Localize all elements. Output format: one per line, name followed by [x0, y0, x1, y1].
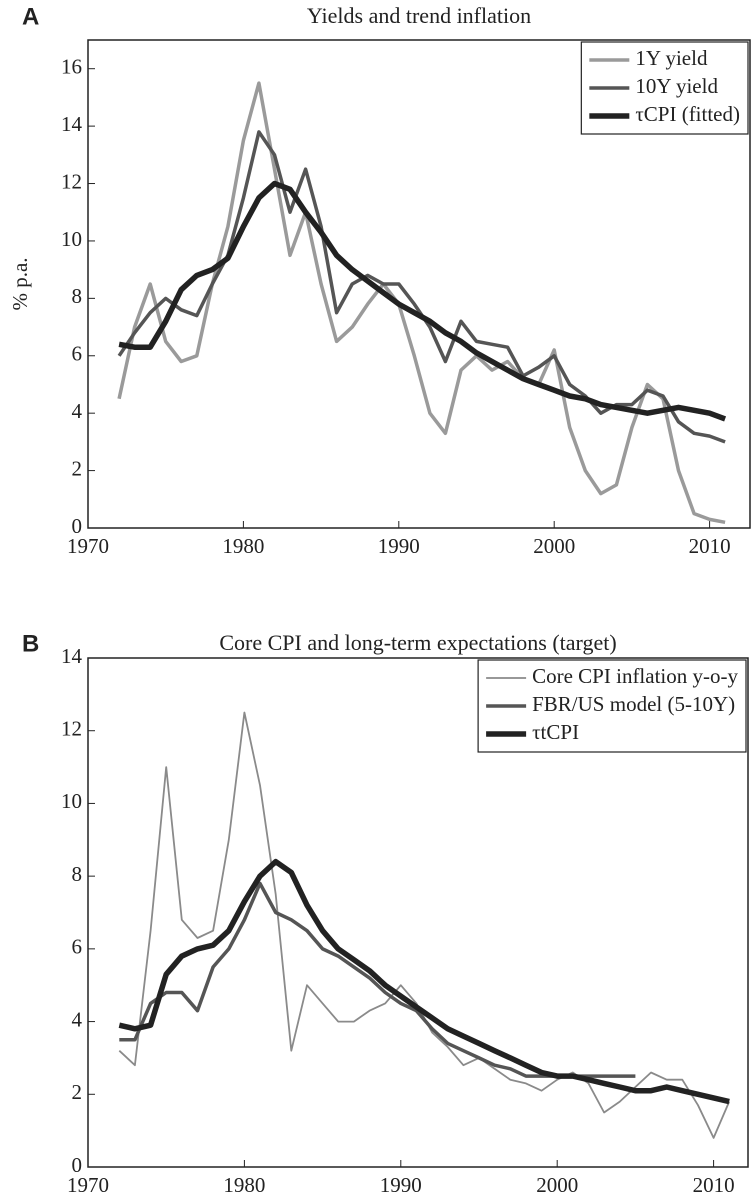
- series-line: [117, 130, 726, 444]
- series-line: [117, 81, 726, 525]
- legend-label: 10Y yield: [635, 74, 718, 98]
- plot-frame: [87, 657, 749, 1168]
- x-tick-label: 2000: [536, 1173, 578, 1197]
- y-tick-label: 0: [72, 1153, 83, 1177]
- chart-title: Core CPI and long-term expectations (tar…: [219, 630, 616, 655]
- y-tick-label: 14: [61, 644, 83, 668]
- y-tick-label: 16: [61, 55, 82, 79]
- plot-frame: [87, 39, 751, 529]
- y-tick-label: 12: [61, 717, 82, 741]
- y-tick-label: 2: [72, 1080, 83, 1104]
- y-tick-label: 8: [72, 284, 83, 308]
- series-line: [118, 711, 731, 1139]
- y-tick-label: 4: [72, 1007, 83, 1031]
- legend-label: 1Y yield: [635, 46, 708, 70]
- series-line: [118, 180, 727, 422]
- x-tick-label: 2010: [693, 1173, 735, 1197]
- y-tick-label: 0: [72, 514, 83, 538]
- y-tick-label: 2: [72, 456, 83, 480]
- y-tick-label: 10: [61, 227, 82, 251]
- x-tick-label: 1970: [67, 534, 109, 558]
- y-tick-label: 6: [72, 342, 83, 366]
- y-tick-label: 12: [61, 169, 82, 193]
- y-axis-label: % p.a.: [8, 257, 32, 310]
- legend-label: τtCPI: [532, 720, 579, 744]
- legend-label: τCPI (fitted): [635, 102, 740, 126]
- x-tick-label: 1970: [67, 1173, 109, 1197]
- x-tick-label: 2000: [533, 534, 575, 558]
- x-tick-label: 1980: [223, 1173, 265, 1197]
- legend-label: Core CPI inflation y-o-y: [532, 664, 738, 688]
- x-tick-label: 1990: [378, 534, 420, 558]
- series-line: [118, 858, 730, 1105]
- y-tick-label: 8: [72, 862, 83, 886]
- legend: Core CPI inflation y-o-y FBR/US model (5-…: [477, 659, 747, 753]
- y-tick-label: 6: [72, 935, 83, 959]
- y-tick-label: 10: [61, 789, 82, 813]
- y-tick-label: 14: [61, 112, 83, 136]
- y-tick-label: 4: [72, 399, 83, 423]
- chart-title: Yields and trend inflation: [307, 3, 531, 28]
- panel-label: A: [22, 3, 39, 30]
- x-tick-label: 1990: [380, 1173, 422, 1197]
- panel-label: B: [22, 630, 39, 657]
- legend-label: FBR/US model (5-10Y): [532, 692, 735, 716]
- x-tick-label: 2010: [689, 534, 731, 558]
- x-tick-label: 1980: [222, 534, 264, 558]
- legend: 1Y yield 10Y yield τCPI (fitted): [580, 41, 749, 135]
